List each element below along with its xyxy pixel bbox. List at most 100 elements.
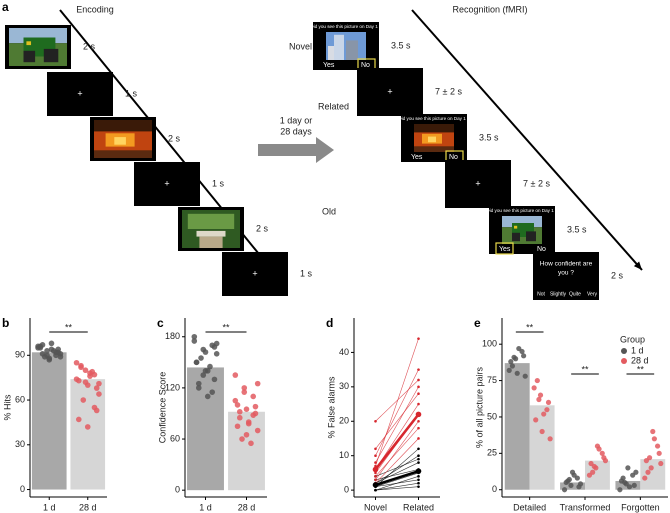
- picture-part: [514, 225, 518, 229]
- subject-point: [374, 454, 377, 457]
- data-point: [250, 393, 257, 400]
- subject-point: [417, 478, 420, 482]
- data-point: [55, 346, 62, 353]
- data-point: [96, 380, 102, 387]
- data-point: [245, 420, 252, 427]
- data-point: [75, 416, 82, 423]
- y-tick-label: 0: [20, 484, 25, 494]
- data-point: [596, 446, 602, 452]
- data-point: [39, 351, 46, 357]
- data-point: [200, 372, 207, 378]
- subject-point: [417, 337, 420, 340]
- data-point: [250, 412, 257, 418]
- data-point: [568, 482, 574, 488]
- data-point: [73, 359, 80, 366]
- data-point: [73, 376, 80, 382]
- screen: [47, 72, 113, 116]
- response-box: [495, 242, 514, 255]
- significance: **: [65, 322, 73, 332]
- picture-part: [512, 232, 520, 242]
- picture-part: [43, 48, 59, 63]
- data-point: [506, 367, 512, 373]
- y-tick-label: 20: [339, 416, 349, 426]
- subject-point: [374, 488, 377, 492]
- significance: **: [222, 322, 230, 332]
- duration: 2 s: [256, 223, 269, 233]
- timeline-arrow: [411, 9, 643, 271]
- subject-line: [375, 386, 419, 463]
- data-point: [537, 392, 544, 398]
- data-point: [236, 414, 243, 421]
- y-axis-title: % False alarms: [326, 376, 336, 439]
- data-point: [252, 403, 259, 410]
- panel-label: a: [2, 0, 9, 14]
- data-point: [93, 407, 100, 414]
- significance: **: [581, 364, 589, 374]
- condition-label: Old: [322, 206, 336, 216]
- subject-point: [417, 392, 420, 396]
- confidence-option: Not: [537, 291, 545, 297]
- data-point: [46, 356, 53, 363]
- picture-part: [114, 137, 126, 145]
- y-tick-label: 60: [15, 394, 25, 404]
- y-tick-label: 30: [339, 381, 349, 391]
- subject-point: [417, 368, 420, 371]
- data-point: [617, 487, 623, 493]
- bar: [504, 363, 530, 490]
- data-point: [191, 338, 198, 344]
- data-point: [204, 368, 211, 374]
- duration: 7 ± 2 s: [523, 178, 550, 188]
- data-point: [656, 450, 662, 456]
- data-point: [243, 406, 250, 413]
- y-tick-label: 0: [175, 485, 180, 495]
- data-point: [516, 345, 522, 352]
- picture: [414, 124, 454, 152]
- subject-line: [375, 379, 419, 422]
- subject-point: [417, 426, 420, 430]
- response-yes: Yes: [411, 154, 423, 161]
- confidence-option: Very: [587, 291, 598, 297]
- picture-part: [187, 213, 235, 229]
- legend-swatch: [621, 348, 627, 354]
- data-point: [234, 423, 241, 430]
- picture-part: [94, 150, 152, 158]
- data-point: [241, 385, 248, 391]
- question: Did you see this picture on Day 1 ?: [310, 24, 382, 29]
- subject-line: [375, 458, 419, 477]
- data-point: [534, 377, 540, 384]
- y-tick-label: 180: [165, 331, 180, 341]
- subject-point: [417, 419, 420, 423]
- subject-point: [417, 454, 420, 457]
- delay-text: 1 day or: [280, 115, 313, 125]
- picture-part: [414, 146, 454, 152]
- bar: [529, 405, 555, 490]
- data-point: [531, 385, 537, 391]
- data-point: [44, 352, 50, 359]
- subject-point: [374, 478, 377, 482]
- subject-line: [375, 462, 419, 484]
- fixation-cross: +: [77, 88, 82, 98]
- data-point: [509, 363, 516, 369]
- subject-line: [375, 421, 419, 480]
- data-point: [544, 407, 550, 413]
- y-tick-label: 0: [492, 484, 497, 494]
- screen: [533, 252, 599, 300]
- data-point: [620, 475, 626, 481]
- y-tick-label: 50: [487, 411, 497, 421]
- data-point: [590, 469, 596, 475]
- fixation-cross: +: [475, 178, 480, 188]
- picture-part: [428, 136, 436, 143]
- duration: 3.5 s: [567, 224, 587, 234]
- significance: **: [526, 322, 534, 332]
- data-point: [539, 428, 545, 435]
- subject-point: [417, 481, 420, 485]
- data-point: [648, 465, 654, 471]
- subject-line: [375, 482, 419, 491]
- data-point: [48, 340, 55, 347]
- data-point: [591, 463, 597, 470]
- data-point: [96, 391, 102, 397]
- x-tick-label: 28 d: [79, 502, 97, 512]
- y-tick-label: 90: [15, 350, 25, 360]
- mean-point: [372, 466, 379, 473]
